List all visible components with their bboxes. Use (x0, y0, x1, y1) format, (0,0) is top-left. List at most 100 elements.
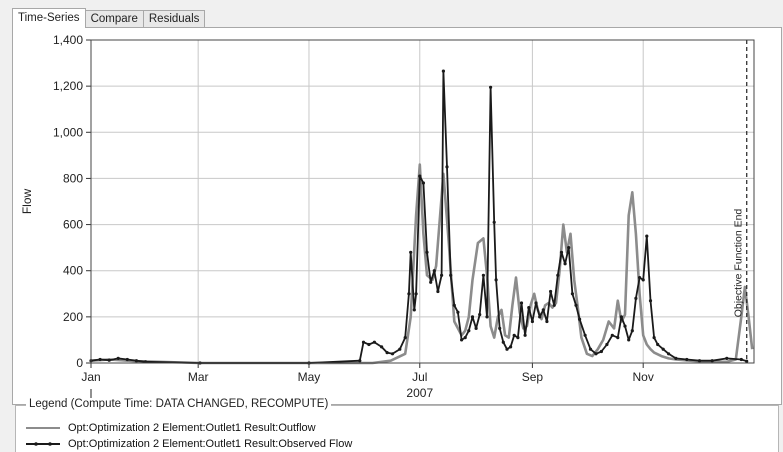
legend-swatch-outflow (26, 427, 60, 429)
observed-point (361, 340, 366, 344)
chart-panel: 0 200 400 600 800 1,000 1,200 1,400 Jan Mar May Jul… (12, 27, 782, 405)
observed-point (538, 315, 542, 319)
observed-point (645, 234, 649, 238)
observed-point (545, 319, 549, 324)
observed-point (567, 246, 571, 250)
observed-point (460, 338, 464, 342)
observed-point (489, 85, 493, 89)
tab-residuals[interactable]: Residuals (142, 10, 206, 28)
observed-point (425, 250, 429, 254)
x-tick-label: Sep (522, 370, 544, 384)
observed-point (441, 69, 445, 73)
observed-point (481, 273, 485, 277)
observed-point (409, 250, 413, 254)
observed-point (610, 333, 614, 337)
x-tick-label: Nov (633, 370, 654, 384)
observed-point (470, 315, 475, 319)
observed-point (541, 308, 545, 312)
observed-point (556, 273, 560, 277)
observed-point (627, 338, 631, 342)
observed-point (697, 359, 702, 363)
observed-point (456, 310, 460, 314)
y-tick-label: 1,000 (53, 125, 83, 139)
x-tick-label: Jan (81, 370, 100, 384)
legend-item-observed[interactable]: Opt:Optimization 2 Element:Outlet1 Resul… (26, 437, 352, 451)
observed-point (498, 326, 502, 330)
y-tick-label: 600 (63, 218, 83, 232)
observed-point (467, 329, 471, 333)
observed-point (407, 292, 411, 296)
flow-chart[interactable]: 0 200 400 600 800 1,000 1,200 1,400 Jan Mar May Jul… (13, 28, 781, 404)
observed-point (512, 333, 516, 337)
observed-point (605, 342, 609, 347)
tab-time-series[interactable]: Time-Series (12, 8, 86, 28)
observed-point (492, 220, 496, 224)
observed-point (429, 280, 433, 284)
observed-point (516, 336, 520, 340)
legend-label-outflow: Opt:Optimization 2 Element:Outlet1 Resul… (68, 422, 316, 434)
observed-point (630, 329, 634, 333)
objective-end-label: Objective Function End (733, 209, 745, 318)
observed-point (710, 359, 714, 363)
observed-point (634, 296, 638, 300)
observed-point (107, 358, 111, 362)
legend-title: Legend (Compute Time: DATA CHANGED, RECO… (26, 398, 332, 410)
observed-point (534, 301, 538, 305)
observed-point (412, 308, 416, 312)
observed-point (570, 292, 575, 296)
y-tick-label: 800 (63, 171, 83, 185)
y-tick-label: 200 (63, 310, 83, 324)
observed-point (452, 303, 456, 307)
observed-point (656, 342, 660, 347)
x-tick-label: May (298, 370, 321, 384)
y-tick-label: 400 (63, 264, 83, 278)
observed-point (367, 342, 371, 347)
observed-point (527, 306, 531, 310)
observed-point (549, 289, 553, 294)
observed-point (745, 359, 749, 363)
plot-frame (90, 39, 755, 364)
observed-point (485, 315, 489, 319)
observed-point (98, 357, 102, 362)
observed-point (509, 345, 513, 349)
observed-point (372, 340, 376, 344)
observed-point (440, 273, 444, 277)
y-tick-label: 1,200 (53, 79, 83, 93)
observed-point (523, 333, 527, 337)
observed-point (474, 326, 478, 330)
observed-point (463, 336, 467, 340)
observed-point (358, 359, 362, 363)
observed-point (594, 352, 598, 356)
y-tick-label: 1,400 (53, 33, 83, 47)
legend-item-outflow[interactable]: Opt:Optimization 2 Element:Outlet1 Resul… (26, 421, 316, 435)
y-axis-label: Flow (20, 189, 34, 215)
x-tick-label: Jul (412, 370, 427, 384)
legend-swatch-observed (26, 442, 60, 446)
observed-point (588, 347, 593, 351)
observed-point (418, 174, 422, 178)
observed-point (530, 319, 535, 324)
legend-label-observed: Opt:Optimization 2 Element:Outlet1 Resul… (68, 438, 353, 450)
observed-point (398, 347, 402, 351)
observed-point (390, 352, 395, 356)
observed-point (125, 357, 129, 362)
observed-point (578, 317, 582, 321)
observed-point (436, 289, 440, 294)
observed-point (739, 357, 743, 362)
tab-compare[interactable]: Compare (84, 10, 144, 28)
observed-point (380, 345, 384, 349)
x-tick-label: Mar (188, 370, 209, 384)
observed-point (494, 278, 498, 282)
observed-point (552, 303, 556, 307)
observed-point (414, 292, 418, 296)
observed-point (421, 181, 425, 185)
observed-point (648, 299, 653, 303)
observed-point (519, 301, 524, 305)
y-tick-label: 0 (76, 356, 83, 370)
x-axis-label: 2007 (406, 386, 433, 400)
observed-point (638, 276, 642, 280)
legend: Legend (Compute Time: DATA CHANGED, RECO… (15, 398, 779, 452)
observed-point (619, 315, 624, 319)
observed-point (652, 336, 656, 340)
observed-point (505, 347, 509, 351)
